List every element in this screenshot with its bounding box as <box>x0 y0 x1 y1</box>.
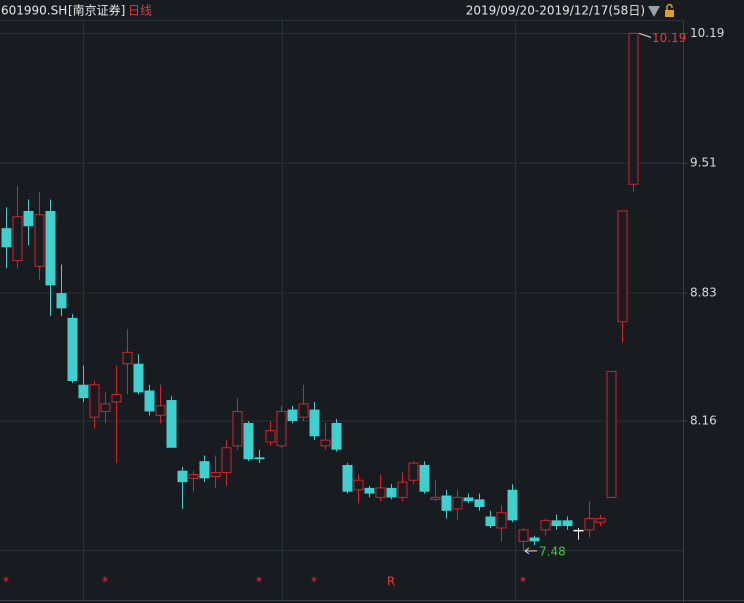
event-marker: * <box>520 575 526 589</box>
candle-body <box>507 489 518 521</box>
candle-body <box>628 32 639 185</box>
candle-body <box>441 495 452 511</box>
candle-body <box>78 384 89 399</box>
candle-body <box>408 462 419 481</box>
candle-body <box>617 210 628 323</box>
candle-body <box>584 517 595 531</box>
candle-body <box>386 487 397 498</box>
candle-body <box>12 216 23 262</box>
candle-body <box>595 517 606 523</box>
stock-name: [南京证券] <box>68 3 125 18</box>
event-marker: * <box>256 575 262 589</box>
candle-body <box>397 481 408 498</box>
candle-body <box>122 351 133 365</box>
candle-body <box>485 516 496 527</box>
candle-body <box>177 470 188 483</box>
candle-body <box>452 496 463 510</box>
candle-body <box>166 400 177 448</box>
candle-body <box>529 537 540 542</box>
candle-body <box>551 520 562 527</box>
candle-body <box>463 497 474 502</box>
candle-body <box>320 439 331 447</box>
candle-body <box>100 403 111 412</box>
event-marker: * <box>102 575 108 589</box>
candle-body <box>67 317 78 381</box>
candle-body <box>111 393 122 403</box>
candle-body <box>309 409 320 437</box>
y-tick-label: 8.16 <box>690 414 717 428</box>
candle-body <box>331 422 342 450</box>
candle-body <box>298 403 309 418</box>
candle-body <box>232 410 243 447</box>
lock-shackle <box>666 3 673 10</box>
candle-body <box>573 529 584 532</box>
event-marker: R <box>387 575 395 589</box>
y-tick-label: 9.51 <box>690 156 717 170</box>
candle-body <box>276 410 287 447</box>
lock-icon[interactable] <box>665 3 674 18</box>
candle-body <box>474 499 485 507</box>
candle-body <box>23 210 34 227</box>
candle-body <box>210 472 221 477</box>
candle-body <box>133 363 144 393</box>
candle-body <box>254 457 265 460</box>
candle-body <box>562 520 573 527</box>
candle-body <box>287 409 298 422</box>
dropdown-icon[interactable] <box>648 6 660 17</box>
candle-body <box>45 210 56 286</box>
candle-body <box>375 487 386 498</box>
low-label: 7.48 <box>539 544 566 558</box>
candle-body <box>243 422 254 460</box>
candle-body <box>430 496 441 500</box>
candle-body <box>419 464 430 492</box>
y-tick-label: 10.19 <box>690 26 724 40</box>
candle-body <box>144 390 155 412</box>
candle-body <box>155 405 166 416</box>
candle-body <box>606 370 617 498</box>
date-range[interactable]: 2019/09/20-2019/12/17(58日) <box>466 4 645 18</box>
event-marker: * <box>311 575 317 589</box>
high-arrow <box>638 32 652 38</box>
candle-body <box>265 430 276 443</box>
candle-body <box>518 529 529 542</box>
lock-body <box>665 10 674 17</box>
symbol: 601990.SH <box>1 4 67 18</box>
low-arrow-head <box>524 547 530 555</box>
period: 日线 <box>128 4 152 18</box>
candle-body <box>56 293 67 309</box>
candle-body <box>188 474 199 479</box>
candle-body <box>89 384 100 418</box>
y-tick-label: 8.83 <box>690 286 717 300</box>
candle-body <box>221 447 232 474</box>
candle-body <box>199 461 210 479</box>
candle-body <box>496 512 507 529</box>
candle-body <box>34 214 45 267</box>
candle-body <box>1 228 12 248</box>
event-marker: * <box>3 575 9 589</box>
candle-body <box>364 487 375 494</box>
candle-body <box>342 464 353 492</box>
candle-body <box>353 479 364 491</box>
candle-body <box>540 519 551 531</box>
high-label: 10.19 <box>652 31 686 45</box>
